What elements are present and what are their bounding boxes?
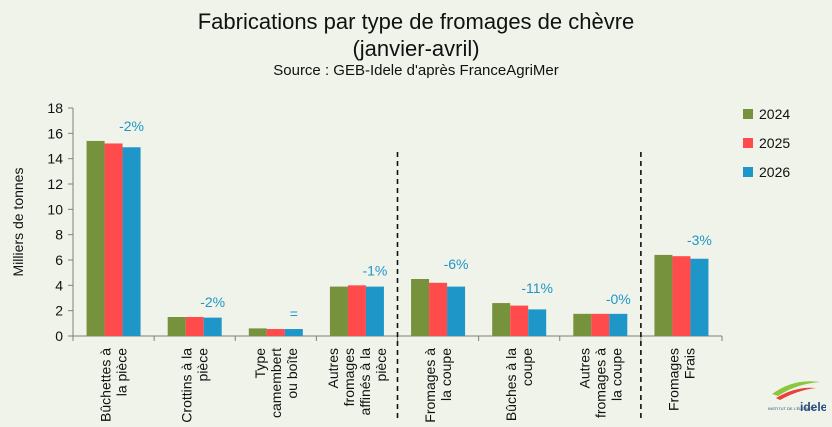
x-category-label-line: fromages à [592, 348, 608, 418]
bar-2026-2 [284, 329, 303, 336]
bar-2024-0 [86, 140, 105, 336]
y-tick-label: 14 [47, 151, 63, 167]
logo-small-text: INSTITUT DE L'ÉLEVAGE [768, 406, 815, 411]
x-category-label-line: coupe [519, 348, 535, 386]
legend-label-2025: 2025 [759, 135, 790, 151]
annotation-label: -11% [521, 280, 553, 296]
annotation-label: -2% [200, 294, 225, 310]
bar-2026-5 [528, 309, 547, 336]
y-tick-label: 18 [47, 100, 63, 116]
bar-2025-4 [429, 282, 448, 336]
x-category-label-line: pièce [373, 348, 389, 382]
y-tick-label: 2 [55, 303, 63, 319]
bar-2026-7 [690, 258, 709, 336]
chart-title-line-1: Fabrications par type de fromages de chè… [197, 9, 635, 34]
x-category-label-line: Crottins à la [179, 348, 195, 423]
x-category-label-line: Autres [576, 348, 592, 388]
bar-2025-6 [591, 313, 610, 336]
chart-subtitle: Source : GEB-Idele d'après FranceAgriMer [273, 62, 559, 79]
y-tick-label: 8 [55, 227, 63, 243]
bar-2026-0 [122, 147, 141, 336]
x-category-label: Bûches à la coupe [503, 348, 535, 421]
x-category-label-line: la coupe [608, 348, 624, 401]
y-tick-label: 12 [47, 176, 63, 192]
x-category-label-line: la coupe [438, 348, 454, 401]
annotation-label: -3% [687, 232, 712, 248]
annotation-label: -0% [606, 291, 631, 307]
annotation-label: -1% [362, 262, 387, 278]
chart-title-line-2: (janvier-avril) [352, 36, 480, 61]
bar-2024-2 [248, 328, 267, 336]
bar-2025-2 [266, 329, 285, 336]
y-tick-label: 16 [47, 125, 63, 141]
bar-2024-7 [654, 254, 673, 336]
legend-label-2026: 2026 [759, 164, 790, 180]
bars [86, 140, 709, 336]
bar-2024-4 [411, 279, 430, 336]
x-category-label-line: Autres [325, 348, 341, 388]
x-category-label: Type camembert ou boîte [252, 348, 300, 418]
bar-2025-7 [672, 256, 691, 336]
logo-swoosh-green [772, 381, 820, 396]
y-tick-label: 6 [55, 252, 63, 268]
bar-2026-6 [609, 313, 628, 336]
x-category-label-line: Bûchettes à [98, 348, 114, 422]
idele-logo: INSTITUT DE L'ÉLEVAGE idele [768, 381, 826, 414]
x-category-label: Crottins à la pièce [179, 348, 211, 423]
logo-swoosh-red [776, 387, 816, 400]
bar-2024-3 [329, 286, 348, 336]
bar-2025-1 [185, 317, 204, 336]
annotation-label: -6% [444, 256, 469, 272]
bar-2025-0 [104, 143, 123, 336]
x-category-label-line: ou boîte [284, 348, 300, 399]
x-category-label-line: fromages [341, 348, 357, 406]
bar-2024-1 [167, 317, 186, 336]
y-axis-title: Milliers de tonnes [10, 168, 26, 277]
x-category-label-line: Frais [681, 348, 697, 379]
annotation-label: -2% [119, 118, 144, 134]
legend-swatch-2026 [743, 167, 753, 177]
x-category-label-line: camembert [268, 348, 284, 418]
bar-2026-1 [203, 317, 222, 336]
x-category-label: Fromages à la coupe [422, 348, 454, 423]
bar-2025-3 [347, 285, 366, 336]
annotation-label: = [290, 305, 298, 321]
bar-2026-3 [365, 286, 384, 336]
bar-2024-5 [492, 303, 511, 336]
x-category-label: Fromages Frais [665, 348, 697, 411]
legend-swatch-2024 [743, 109, 753, 119]
x-category-label: Autres fromages à la coupe [576, 348, 624, 418]
x-category-label-line: pièce [195, 348, 211, 382]
x-category-label-line: Fromages à [422, 348, 438, 423]
legend-swatch-2025 [743, 138, 753, 148]
bar-2025-5 [510, 305, 529, 336]
annotations: -2% -2% = -1% -6% -11% -0% -3% [119, 118, 712, 420]
legend-label-2024: 2024 [759, 106, 790, 122]
y-tick-label: 4 [55, 277, 63, 293]
y-tick-label: 0 [55, 328, 63, 344]
x-category-label: Bûchettes à la pièce [98, 348, 130, 422]
x-category-label-line: Type [252, 348, 268, 379]
legend: 2024 2025 2026 [743, 106, 790, 180]
x-category-label-line: Bûches à la [503, 348, 519, 421]
x-category-label-line: affinés à la [357, 348, 373, 416]
x-category-label: Autres fromages affinés à la pièce [325, 348, 389, 416]
chart-title: Fabrications par type de fromages de chè… [0, 8, 832, 62]
y-axis: 0 2 4 6 8 10 12 14 16 18 Milliers de tonnes [10, 100, 723, 344]
bar-2024-6 [573, 313, 592, 336]
logo-brand-text: idele [800, 400, 826, 414]
x-axis-labels: Bûchettes à la pièce Crottins à la pièce Typ… [98, 348, 698, 423]
y-tick-label: 10 [47, 201, 63, 217]
bar-2026-4 [447, 286, 466, 336]
x-category-label-line: Fromages [665, 348, 681, 411]
x-category-label-line: la pièce [114, 348, 130, 396]
